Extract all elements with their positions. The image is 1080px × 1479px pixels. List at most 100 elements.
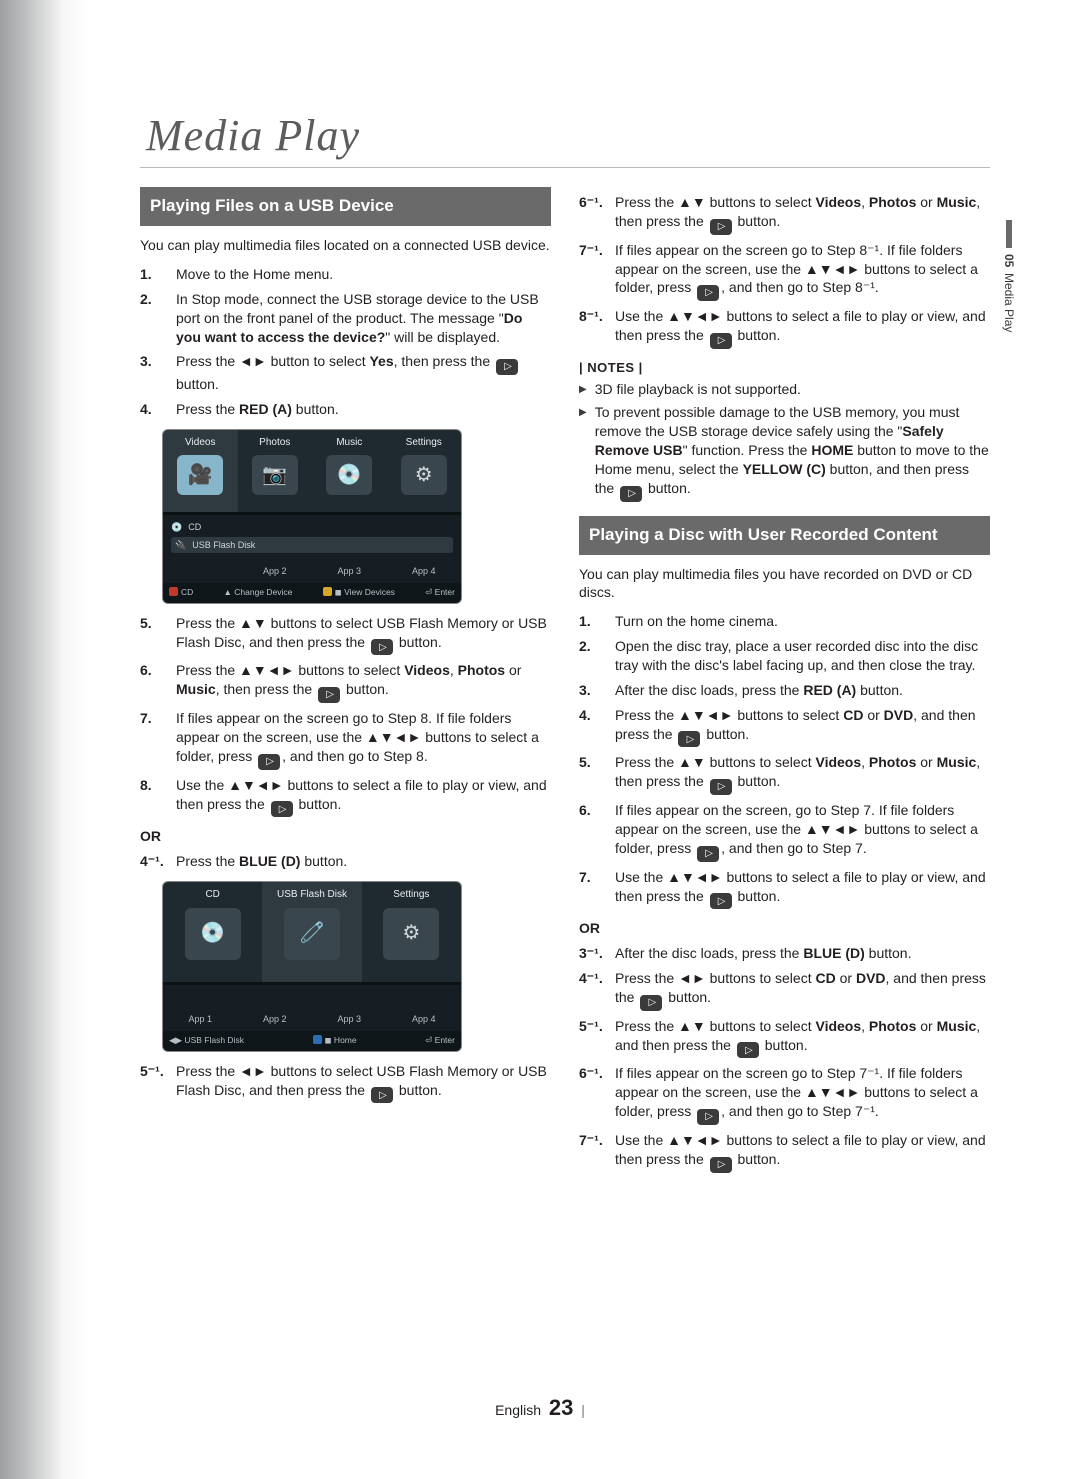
enter-icon (697, 285, 719, 301)
app-slot: App 4 (387, 559, 462, 583)
step-item: 6.If files appear on the screen, go to S… (579, 801, 990, 862)
footer-bar: | (581, 1402, 585, 1418)
step-number: 1. (140, 265, 166, 284)
section-usb-title: Playing Files on a USB Device (140, 187, 551, 226)
step-text: Use the ▲▼◄► buttons to select a file to… (615, 1131, 990, 1173)
step-number: 3⁻¹. (579, 944, 605, 963)
home-menu-screenshot-1: Videos 🎥Photos 📷Music 💿Settings ⚙ 💿CD🔌US… (162, 429, 462, 604)
step-text: Use the ▲▼◄► buttons to select a file to… (615, 307, 990, 349)
app-slot (163, 559, 238, 583)
legend-item: ◼ View Devices (323, 587, 395, 598)
enter-icon (697, 1109, 719, 1125)
step-number: 5. (140, 614, 166, 656)
step-number: 3. (140, 352, 166, 394)
step-text: Use the ▲▼◄► buttons to select a file to… (176, 776, 551, 818)
manual-page: Media Play 05 Media Play Playing Files o… (0, 0, 1080, 1479)
legend-item: ◼ Home (313, 1035, 357, 1046)
step-text: If files appear on the screen go to Step… (615, 241, 990, 302)
right-column: 6⁻¹. Press the ▲▼ buttons to select Video… (579, 187, 990, 1183)
step-item: 8⁻¹.Use the ▲▼◄► buttons to select a fil… (579, 307, 990, 349)
step-number: 5⁻¹. (140, 1062, 166, 1104)
step-item: 4⁻¹.Press the ◄► buttons to select CD or… (579, 969, 990, 1011)
usb-steps-a: 1.Move to the Home menu. 2.In Stop mode, … (140, 265, 551, 419)
step-number: 6. (140, 661, 166, 703)
settings-icon: ⚙ (401, 455, 447, 495)
step-text: Press the ▲▼ buttons to select Videos, P… (615, 753, 990, 795)
step-number: 6⁻¹. (579, 1064, 605, 1125)
step-number: 5. (579, 753, 605, 795)
device-icon: 💿 (171, 521, 182, 533)
menu-tile-settings: Settings ⚙ (387, 430, 462, 512)
step-text: If files appear on the screen, go to Ste… (615, 801, 990, 862)
step-item: 2.In Stop mode, connect the USB storage … (140, 290, 551, 347)
legend-item: CD (169, 587, 193, 598)
step-number: 5⁻¹. (579, 1017, 605, 1059)
step-text: Press the RED (A) button. (176, 400, 339, 419)
legend-chip (323, 587, 332, 596)
enter-icon (710, 1157, 732, 1173)
note-item: To prevent possible damage to the USB me… (579, 403, 990, 501)
enter-icon (678, 731, 700, 747)
left-column: Playing Files on a USB Device You can pl… (140, 187, 551, 1183)
enter-icon (710, 219, 732, 235)
step-text: Press the ▲▼ buttons to select USB Flash… (176, 614, 551, 656)
section-disc-title: Playing a Disc with User Recorded Conten… (579, 516, 990, 555)
step-text: Press the ▲▼ buttons to select Videos, P… (615, 1017, 990, 1059)
home-menu-screenshot-2: CD 💿USB Flash Disk 🧷Settings ⚙ App 1App … (162, 881, 462, 1052)
enter-icon (258, 754, 280, 770)
legend-chip (169, 587, 178, 596)
usb-steps-continued: 6⁻¹.Press the ▲▼ buttons to select Video… (579, 193, 990, 349)
step-text: Press the ▲▼◄► buttons to select CD or D… (615, 706, 990, 748)
step-text: Press the BLUE (D) button. (176, 852, 347, 871)
step-item: 7.Use the ▲▼◄► buttons to select a file … (579, 868, 990, 910)
title-rule (140, 167, 990, 187)
step-number: 4⁻¹. (140, 852, 166, 871)
menu-tile-music: Music 💿 (312, 430, 387, 512)
or-label-left: OR (140, 827, 551, 846)
app-slot: App 3 (312, 1007, 387, 1031)
legend-chip (313, 1035, 322, 1044)
step-text: After the disc loads, press the RED (A) … (615, 681, 903, 700)
side-tab-number: 05 (1002, 254, 1016, 267)
footer-lang: English (495, 1402, 541, 1418)
legend-item: ◀▶ USB Flash Disk (169, 1035, 244, 1046)
enter-icon (620, 486, 642, 502)
step-item: 8.Use the ▲▼◄► buttons to select a file … (140, 776, 551, 818)
tile-label: Settings (406, 436, 442, 450)
app-slot: App 1 (163, 1007, 238, 1031)
step-number: 7. (579, 868, 605, 910)
enter-icon (710, 779, 732, 795)
step-text: If files appear on the screen go to Step… (176, 709, 551, 770)
step-item: 3.Press the ◄► button to select Yes, the… (140, 352, 551, 394)
side-tab-tick (1006, 220, 1012, 248)
step-item: 1.Move to the Home menu. (140, 265, 551, 284)
step-text: Open the disc tray, place a user recorde… (615, 637, 990, 675)
legend-item: ▲ Change Device (224, 587, 293, 598)
step-item: 6⁻¹.If files appear on the screen go to … (579, 1064, 990, 1125)
step-text: After the disc loads, press the BLUE (D)… (615, 944, 911, 963)
step-number: 7⁻¹. (579, 241, 605, 302)
page-footer: English 23 | (0, 1395, 1080, 1421)
step-number: 3. (579, 681, 605, 700)
step-number: 2. (140, 290, 166, 347)
step-item: 4.Press the ▲▼◄► buttons to select CD or… (579, 706, 990, 748)
step-number: 8. (140, 776, 166, 818)
menu-tile-cd: CD 💿 (163, 882, 262, 982)
notes-list: 3D file playback is not supported.To pre… (579, 380, 990, 501)
step-text: Use the ▲▼◄► buttons to select a file to… (615, 868, 990, 910)
chapter-title: Media Play (146, 110, 990, 161)
enter-icon (710, 893, 732, 909)
usb-steps-b: 5.Press the ▲▼ buttons to select USB Fla… (140, 614, 551, 817)
disc-steps: 1.Turn on the home cinema.2.Open the dis… (579, 612, 990, 909)
step-item: 4⁻¹. Press the BLUE (D) button. (140, 852, 551, 871)
step-item: 2. Open the disc tray, place a user recor… (579, 637, 990, 675)
step-number: 7. (140, 709, 166, 770)
disc-intro: You can play multimedia files you have r… (579, 565, 990, 603)
step-item: 3⁻¹. After the disc loads, press the BLUE… (579, 944, 990, 963)
cd-icon: 💿 (185, 908, 241, 960)
usb-icon: 🧷 (284, 908, 340, 960)
step-item: 6⁻¹.Press the ▲▼ buttons to select Video… (579, 193, 990, 235)
step-number: 2. (579, 637, 605, 675)
legend-item: ⏎ Enter (425, 1035, 455, 1046)
step-text: Turn on the home cinema. (615, 612, 778, 631)
